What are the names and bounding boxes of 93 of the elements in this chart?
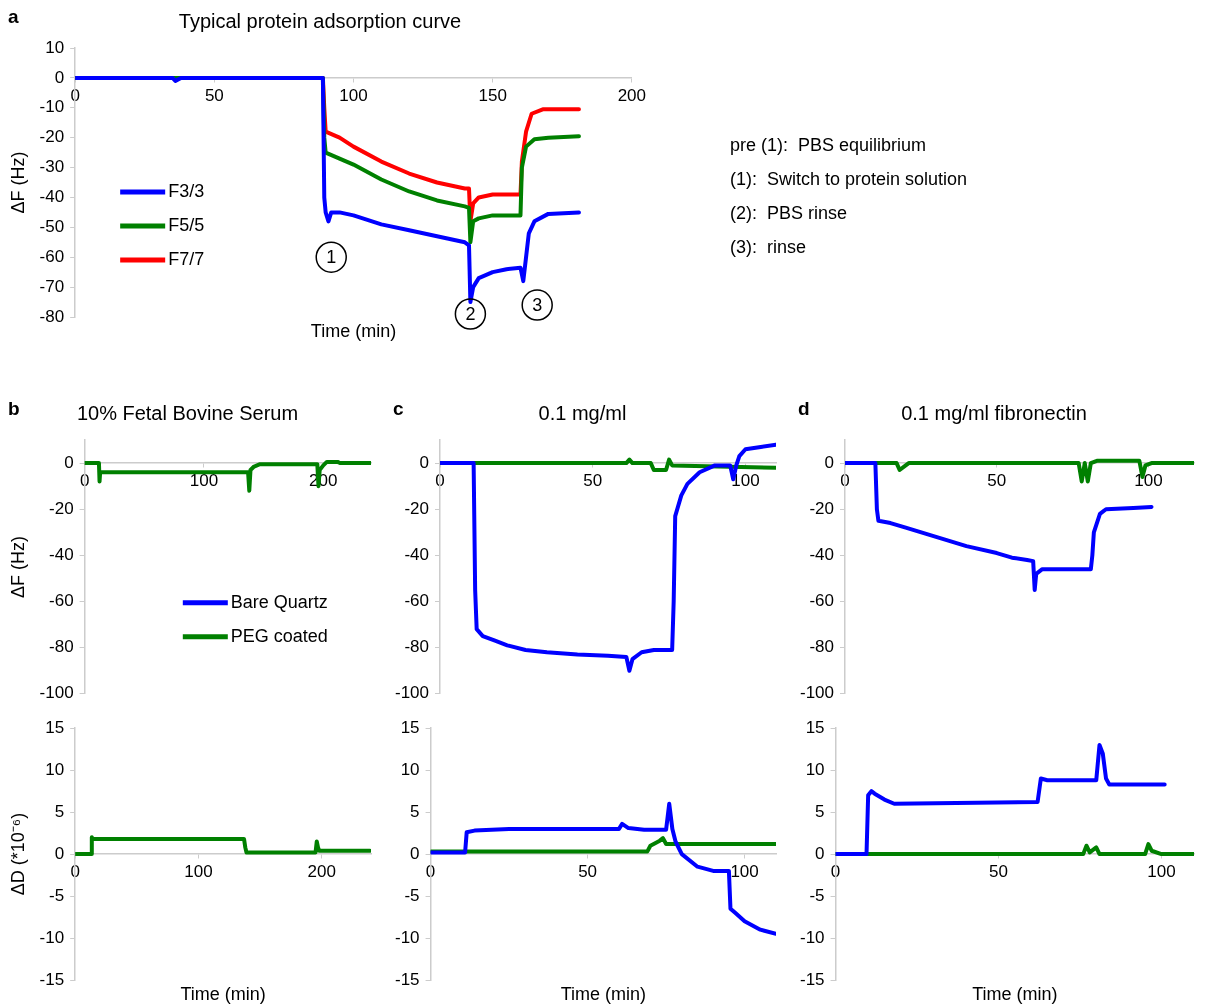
legend-label: F3/3 bbox=[168, 180, 205, 201]
x-tick-label: 100 bbox=[731, 470, 760, 490]
y-tick-label: -40 bbox=[39, 187, 65, 207]
x-tick-label: 50 bbox=[204, 85, 224, 105]
y-tick-label: -40 bbox=[404, 545, 430, 565]
legend-label: F5/5 bbox=[168, 214, 205, 235]
y-tick-label: -80 bbox=[49, 637, 74, 657]
y-tick-label: -70 bbox=[39, 276, 65, 296]
x-axis-title: Time (min) bbox=[180, 983, 266, 1004]
x-tick-label: 50 bbox=[989, 861, 1008, 881]
x-tick-label: 100 bbox=[730, 861, 759, 881]
y-tick-label: 0 bbox=[54, 67, 65, 87]
y-tick-label: -100 bbox=[394, 683, 430, 703]
y-tick-label: 10 bbox=[45, 759, 65, 779]
x-axis-title: Time (min) bbox=[310, 320, 397, 341]
y-tick-label: -60 bbox=[49, 591, 74, 611]
y-tick-label: 15 bbox=[805, 717, 825, 737]
y-tick-label: -20 bbox=[39, 127, 65, 147]
x-tick-label: 0 bbox=[435, 470, 445, 490]
y-tick-label: -5 bbox=[49, 885, 65, 905]
y-axis-title: ΔD (*10⁻⁶) bbox=[7, 812, 28, 896]
y-tick-label: -10 bbox=[39, 927, 65, 947]
y-tick-label: -10 bbox=[39, 97, 65, 117]
y-tick-label: -20 bbox=[404, 498, 430, 518]
chart-title: 10% Fetal Bovine Serum bbox=[76, 401, 299, 424]
text: (3): rinse bbox=[730, 237, 807, 257]
y-tick-label: -15 bbox=[394, 969, 420, 989]
y-tick-label: -80 bbox=[809, 637, 835, 657]
y-tick-label: 10 bbox=[400, 759, 420, 779]
y-tick-label: -10 bbox=[799, 927, 825, 947]
text: c bbox=[393, 398, 404, 420]
y-tick-label: 5 bbox=[815, 801, 825, 821]
y-tick-label: -20 bbox=[809, 498, 835, 518]
x-tick-label: 150 bbox=[478, 85, 507, 105]
annotation: 2 bbox=[465, 303, 476, 324]
x-tick-label: 100 bbox=[339, 85, 368, 105]
y-tick-label: 5 bbox=[54, 801, 65, 821]
x-tick-label: 0 bbox=[840, 470, 850, 490]
y-tick-label: -40 bbox=[809, 545, 835, 565]
y-tick-label: 0 bbox=[824, 452, 835, 472]
legend-label: Bare Quartz bbox=[230, 591, 328, 612]
x-tick-label: 100 bbox=[1147, 861, 1176, 881]
y-axis-title: ΔF (Hz) bbox=[7, 151, 28, 214]
y-tick-label: 5 bbox=[410, 801, 420, 821]
x-tick-label: 100 bbox=[1134, 470, 1163, 490]
chart-title: 0.1 mg/ml fibronectin bbox=[901, 401, 1087, 424]
y-tick-label: -100 bbox=[39, 683, 74, 703]
y-tick-label: 0 bbox=[410, 843, 420, 863]
y-tick-label: -5 bbox=[404, 885, 420, 905]
y-tick-label: 10 bbox=[45, 37, 65, 57]
chart-title: Typical protein adsorption curve bbox=[178, 9, 462, 32]
x-tick-label: 50 bbox=[583, 470, 603, 490]
x-tick-label: 100 bbox=[189, 470, 219, 490]
x-tick-label: 200 bbox=[617, 85, 647, 105]
y-axis-title: ΔF (Hz) bbox=[7, 535, 28, 598]
text: pre (1): PBS equilibrium bbox=[730, 135, 927, 155]
y-tick-label: -100 bbox=[799, 683, 835, 703]
text: a bbox=[8, 6, 19, 28]
y-tick-label: -15 bbox=[799, 969, 825, 989]
y-tick-label: 15 bbox=[400, 717, 420, 737]
legend-label: PEG coated bbox=[230, 625, 328, 646]
y-tick-label: -60 bbox=[404, 591, 430, 611]
annotation: 1 bbox=[326, 247, 337, 268]
y-tick-label: 0 bbox=[54, 843, 65, 863]
annotation: 3 bbox=[532, 295, 543, 316]
y-tick-label: -30 bbox=[39, 157, 65, 177]
text: d bbox=[798, 398, 810, 420]
y-tick-label: 10 bbox=[805, 759, 825, 779]
y-tick-label: -15 bbox=[39, 969, 65, 989]
y-tick-label: 0 bbox=[64, 452, 74, 472]
x-tick-label: 200 bbox=[307, 861, 336, 881]
legend-label: F7/7 bbox=[168, 248, 205, 269]
y-tick-label: -80 bbox=[404, 637, 430, 657]
y-tick-label: 0 bbox=[419, 452, 430, 472]
x-tick-label: 50 bbox=[987, 470, 1007, 490]
y-tick-label: -50 bbox=[39, 217, 65, 237]
text: b bbox=[8, 398, 20, 420]
y-tick-label: -80 bbox=[39, 306, 65, 326]
y-tick-label: -60 bbox=[809, 591, 835, 611]
x-tick-label: 50 bbox=[578, 861, 598, 881]
y-tick-label: -5 bbox=[809, 885, 825, 905]
y-tick-label: -60 bbox=[39, 246, 65, 266]
text: (1): Switch to protein solution bbox=[730, 169, 968, 189]
y-tick-label: -10 bbox=[394, 927, 420, 947]
chart-title: 0.1 mg/ml bbox=[538, 401, 627, 424]
x-axis-title: Time (min) bbox=[560, 983, 646, 1004]
x-tick-label: 100 bbox=[184, 861, 213, 881]
y-tick-label: 0 bbox=[815, 843, 825, 863]
y-tick-label: -20 bbox=[49, 498, 74, 518]
text: (2): PBS rinse bbox=[730, 203, 848, 223]
y-tick-label: -40 bbox=[49, 545, 74, 565]
x-axis-title: Time (min) bbox=[972, 983, 1058, 1004]
y-tick-label: 15 bbox=[45, 717, 65, 737]
